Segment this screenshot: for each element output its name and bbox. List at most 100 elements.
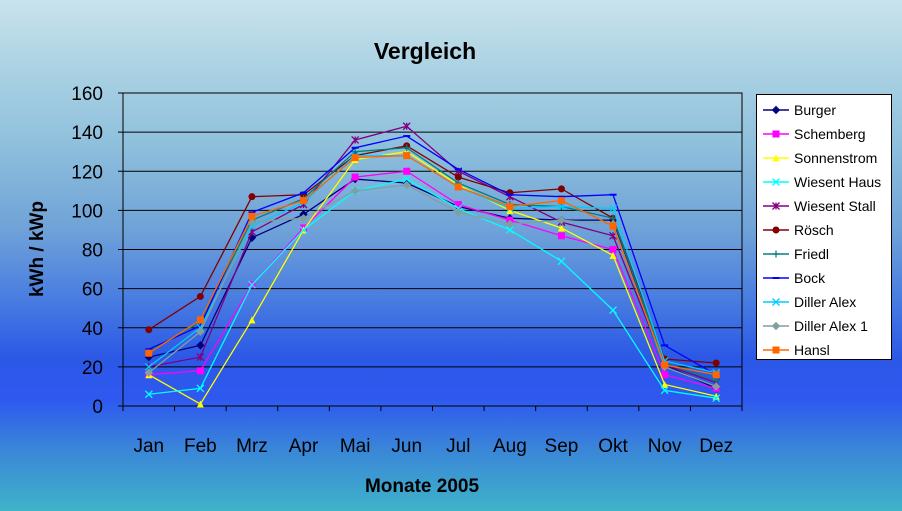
y-tick-labels: 0 20 40 60 80 100 120 140 160	[71, 84, 123, 418]
data-point	[505, 225, 514, 234]
data-point	[661, 380, 669, 388]
series-line	[148, 147, 717, 382]
y-tick-label: 80	[82, 241, 103, 262]
data-point	[505, 219, 515, 229]
data-point	[609, 306, 618, 315]
data-point	[609, 246, 617, 253]
legend-label: Wiesent Haus	[794, 174, 882, 190]
gridlines	[123, 131, 742, 368]
data-point	[609, 251, 617, 259]
data-point	[196, 384, 205, 393]
legend-label: Diller Alex 1	[794, 318, 868, 334]
series-burger	[144, 174, 721, 393]
data-point	[144, 390, 153, 399]
legend-swatch	[763, 250, 789, 258]
data-point	[454, 183, 462, 191]
data-point	[299, 213, 308, 223]
data-point	[712, 382, 721, 391]
data-point	[196, 367, 204, 375]
x-tick-label: Apr	[289, 436, 319, 457]
series-line	[148, 154, 717, 376]
legend-marker	[772, 178, 780, 186]
data-point	[557, 202, 566, 211]
data-point	[661, 361, 669, 369]
x-tick-label: Feb	[184, 436, 217, 457]
legend-swatch	[763, 130, 789, 138]
legend-item: Bock	[761, 267, 891, 289]
data-point	[712, 359, 720, 367]
chart-title: Vergleich	[373, 38, 477, 64]
data-point	[660, 386, 669, 395]
legend-marker	[772, 298, 780, 306]
data-point	[557, 257, 566, 266]
data-point	[196, 353, 205, 362]
data-point	[196, 292, 204, 300]
data-point	[454, 201, 462, 209]
data-point	[557, 232, 565, 240]
data-point	[609, 222, 617, 230]
data-point	[609, 204, 618, 213]
data-point	[557, 185, 565, 193]
data-point	[557, 197, 565, 205]
x-tick-label: Nov	[648, 436, 682, 457]
legend-item: Burger	[761, 99, 891, 121]
data-point	[196, 400, 204, 408]
legend-item: Diller Alex	[761, 291, 891, 313]
series-line	[148, 178, 717, 399]
x-tick-labels: Jan Feb Mrz Apr Mai Jun Jul Aug Sep Okt Nov Dez	[122, 406, 743, 457]
legend-swatch	[763, 178, 789, 186]
data-point	[351, 173, 359, 181]
legend-label: Friedl	[794, 246, 830, 262]
legend-item: Diller Alex 1	[761, 315, 891, 337]
y-tick-label: 160	[71, 84, 103, 105]
data-point	[403, 167, 411, 175]
legend-label: Rösch	[794, 222, 834, 238]
y-tick-label: 100	[71, 201, 103, 222]
x-tick-label: Jul	[446, 436, 470, 457]
series-line	[148, 135, 717, 376]
data-point	[196, 327, 205, 336]
data-point	[454, 208, 463, 217]
legend-item: Schemberg	[761, 123, 891, 145]
series-line	[148, 170, 717, 390]
data-point	[248, 316, 256, 324]
data-point	[454, 173, 462, 181]
x-tick-label: Mai	[340, 436, 371, 457]
x-tick-label: Mrz	[236, 436, 268, 457]
legend-marker	[771, 321, 781, 331]
data-point	[350, 186, 360, 196]
data-point	[506, 206, 514, 214]
data-point	[557, 215, 566, 225]
data-point	[144, 362, 153, 371]
data-point	[196, 341, 205, 350]
data-point	[712, 394, 721, 403]
legend-swatch	[763, 321, 789, 331]
legend-swatch	[763, 298, 789, 306]
data-point	[247, 280, 256, 289]
y-tick-label: 0	[92, 397, 103, 418]
legend-marker	[772, 226, 780, 234]
legend-item: Wiesent Stall	[761, 195, 891, 217]
y-tick-label: 120	[71, 162, 103, 183]
data-point	[402, 122, 411, 131]
y-tick-label: 20	[82, 358, 103, 379]
legend: Burger Schemberg Sonnenstrom Wiesent Haus Wi…	[756, 94, 892, 360]
legend-item: Sonnenstrom	[761, 147, 891, 169]
legend-label: Bock	[794, 270, 826, 286]
legend-item: Wiesent Haus	[761, 171, 891, 193]
data-point	[196, 316, 204, 324]
legend-swatch	[763, 105, 789, 115]
series-lines	[144, 122, 721, 408]
data-point	[661, 371, 669, 379]
legend-swatch	[763, 226, 789, 234]
legend-label: Diller Alex	[794, 294, 857, 310]
data-point	[712, 371, 720, 379]
data-point	[248, 193, 256, 201]
legend-marker	[772, 346, 780, 354]
data-point	[506, 202, 514, 210]
series-wiesent-haus	[144, 175, 721, 403]
legend-item: Friedl	[761, 243, 891, 265]
data-point	[144, 368, 153, 377]
x-tick-label: Jun	[391, 436, 422, 457]
